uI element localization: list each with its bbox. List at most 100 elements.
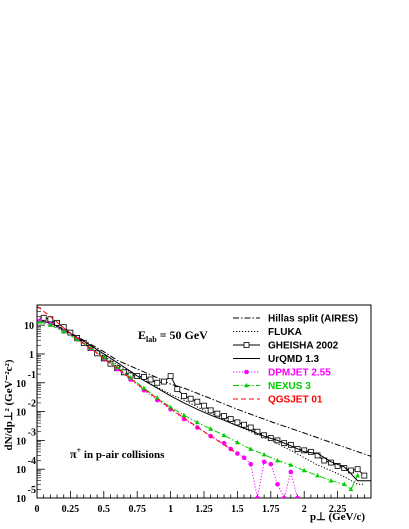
y-tick-label: 10 xyxy=(24,321,34,332)
data-point-nexus-3 xyxy=(341,481,347,487)
data-point-nexus-3 xyxy=(208,426,214,431)
data-point-gheisha-2002 xyxy=(361,472,368,479)
data-point-nexus-3 xyxy=(181,412,187,417)
data-point-nexus-3 xyxy=(315,472,320,478)
data-point-dpmjet-2-55 xyxy=(281,495,287,498)
data-point-dpmjet-2-55 xyxy=(295,495,300,498)
data-point-nexus-3 xyxy=(248,446,254,451)
data-point-nexus-3 xyxy=(154,395,160,400)
data-point-dpmjet-2-55 xyxy=(255,495,260,498)
data-point-gheisha-2002 xyxy=(154,379,161,386)
legend-marker-nexus-3 xyxy=(244,382,249,388)
y-tick-exponent: -3 xyxy=(28,427,36,438)
legend-label-urqmd-1-3: UrQMD 1.3 xyxy=(268,354,320,365)
x-tick-label: 0.5 xyxy=(98,504,111,515)
y-tick-label: 10 xyxy=(16,436,26,447)
legend: Hillas split (AIRES) FLUKA GHEISHA 2002 UrQ… xyxy=(233,314,358,406)
legend-label-hillas-split-aires: Hillas split (AIRES) xyxy=(268,314,358,325)
y-tick-label: 10 xyxy=(16,408,26,419)
data-point-gheisha-2002 xyxy=(254,428,261,435)
y-tick-label: 10 xyxy=(16,379,26,390)
data-point-dpmjet-2-55 xyxy=(181,416,187,422)
data-point-gheisha-2002 xyxy=(181,392,187,399)
data-point-gheisha-2002 xyxy=(174,386,181,393)
data-point-gheisha-2002 xyxy=(201,402,207,409)
data-point-gheisha-2002 xyxy=(147,376,154,383)
x-axis-title: p⊥ (GeV/c) xyxy=(310,511,365,523)
legend-marker-dpmjet-2-55 xyxy=(244,369,249,375)
x-tick-label: 0.75 xyxy=(128,504,146,515)
data-point-nexus-3 xyxy=(275,457,280,463)
data-point-nexus-3 xyxy=(355,472,361,478)
x-tick-label: 1 xyxy=(168,504,173,515)
series-layer xyxy=(37,305,371,498)
x-tick-label: 0.25 xyxy=(62,504,80,515)
x-tick-label: 1.5 xyxy=(231,504,244,515)
series-line-urqmd-1-3 xyxy=(39,320,371,482)
data-point-nexus-3 xyxy=(194,419,200,425)
data-point-gheisha-2002 xyxy=(54,319,60,326)
data-point-gheisha-2002 xyxy=(227,416,234,422)
legend-label-nexus-3: NEXUS 3 xyxy=(268,381,311,392)
data-point-nexus-3 xyxy=(221,432,227,438)
data-point-nexus-3 xyxy=(348,486,354,492)
data-point-gheisha-2002 xyxy=(247,424,254,431)
data-point-gheisha-2002 xyxy=(194,398,201,405)
series-line-fluka xyxy=(39,319,365,485)
data-point-nexus-3 xyxy=(61,328,67,334)
data-point-gheisha-2002 xyxy=(307,448,314,455)
data-point-dpmjet-2-55 xyxy=(248,461,254,467)
data-point-nexus-3 xyxy=(101,354,107,360)
y-tick-exponent: -2 xyxy=(28,399,36,410)
x-tick-label: 1.25 xyxy=(195,504,213,515)
y-tick-label: 10 xyxy=(16,494,26,505)
data-point-nexus-3 xyxy=(328,478,334,483)
data-point-dpmjet-2-55 xyxy=(241,455,247,461)
y-axis-title: dN/dp⊥² (GeV⁻²c²) xyxy=(3,359,15,450)
x-tick-label: 2 xyxy=(302,504,307,515)
data-point-gheisha-2002 xyxy=(354,466,361,473)
data-point-dpmjet-2-55 xyxy=(275,481,280,487)
data-point-gheisha-2002 xyxy=(40,314,47,321)
data-point-dpmjet-2-55 xyxy=(235,451,240,456)
legend-marker-gheisha-2002 xyxy=(243,342,250,348)
data-point-dpmjet-2-55 xyxy=(221,440,227,446)
data-point-nexus-3 xyxy=(141,385,147,390)
energy-annotation: Elab = 50 GeV xyxy=(138,328,208,344)
series-line-qgsjet-01 xyxy=(37,305,238,454)
x-tick-labels: 0 0.25 0.5 0.75 1 1.25 1.5 1.75 2 2.25 xyxy=(35,504,347,515)
data-point-gheisha-2002 xyxy=(187,395,194,402)
data-point-gheisha-2002 xyxy=(207,407,214,414)
data-point-nexus-3 xyxy=(37,319,43,324)
legend-label-gheisha-2002: GHEISHA 2002 xyxy=(268,341,339,352)
x-tick-label: 2.25 xyxy=(329,504,347,515)
legend-label-qgsjet-01: QGSJET 01 xyxy=(268,395,323,406)
data-point-nexus-3 xyxy=(301,467,307,473)
data-point-gheisha-2002 xyxy=(334,463,341,469)
legend-label-dpmjet-2-55: DPMJET 2.55 xyxy=(268,368,331,379)
data-point-nexus-3 xyxy=(128,375,133,380)
data-point-gheisha-2002 xyxy=(140,373,147,380)
data-point-dpmjet-2-55 xyxy=(261,459,267,465)
data-point-gheisha-2002 xyxy=(167,373,174,380)
data-point-dpmjet-2-55 xyxy=(268,461,274,467)
data-point-gheisha-2002 xyxy=(341,465,348,471)
data-point-gheisha-2002 xyxy=(214,410,221,417)
y-tick-label: 1 xyxy=(29,350,34,361)
data-point-nexus-3 xyxy=(168,404,173,410)
y-tick-exponent: -5 xyxy=(28,485,36,496)
legend-label-fluka: FLUKA xyxy=(268,327,302,338)
particle-annotation: π+ in p-air collisions xyxy=(70,446,165,461)
data-point-nexus-3 xyxy=(288,462,294,467)
data-point-nexus-3 xyxy=(235,439,240,445)
data-point-gheisha-2002 xyxy=(221,413,227,419)
y-tick-label: 10 xyxy=(16,465,26,476)
data-point-nexus-3 xyxy=(261,452,267,457)
data-point-gheisha-2002 xyxy=(241,421,247,428)
data-point-nexus-3 xyxy=(47,322,53,327)
y-tick-exponent: -4 xyxy=(28,456,36,467)
data-point-dpmjet-2-55 xyxy=(288,469,294,475)
data-point-nexus-3 xyxy=(74,336,80,342)
